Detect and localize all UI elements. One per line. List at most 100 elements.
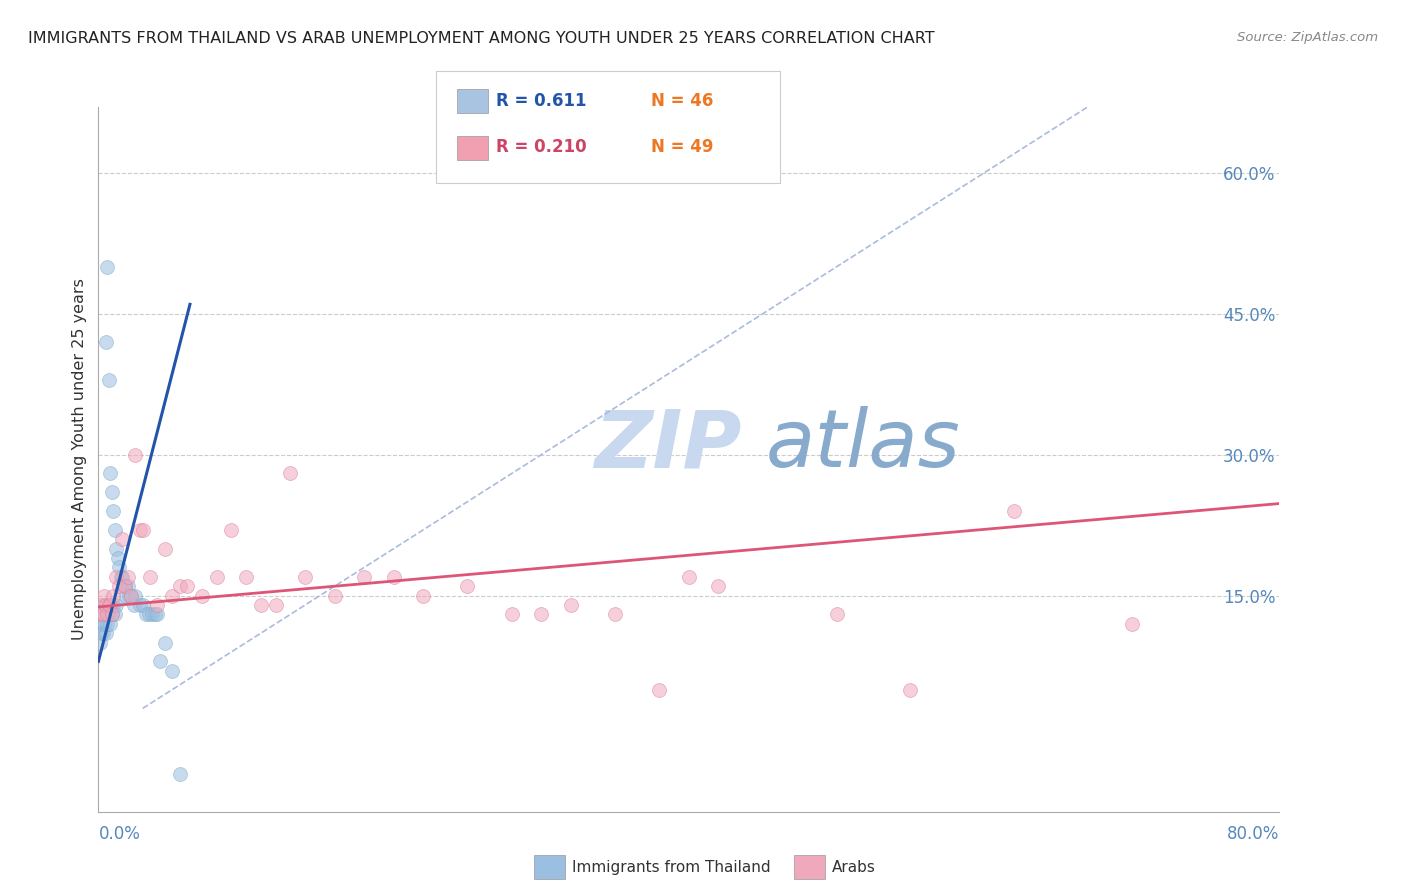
Point — [118, 589, 141, 603]
Point — [115, 589, 138, 603]
Text: Source: ZipAtlas.com: Source: ZipAtlas.com — [1237, 31, 1378, 45]
Point — [98, 616, 121, 631]
Point — [132, 598, 155, 612]
Point — [176, 579, 198, 593]
Point — [501, 607, 523, 622]
Point — [605, 607, 627, 622]
Point — [162, 664, 183, 678]
Point — [124, 448, 146, 462]
Point — [114, 579, 136, 593]
Point — [1002, 504, 1025, 518]
Point — [278, 467, 302, 481]
Point — [132, 523, 155, 537]
Point — [530, 607, 553, 622]
Point — [107, 551, 129, 566]
Point — [1121, 616, 1143, 631]
Point — [105, 541, 128, 556]
Point — [108, 579, 131, 593]
Point — [100, 607, 122, 622]
Point — [89, 607, 111, 622]
Point — [120, 589, 142, 603]
Point — [143, 607, 166, 622]
Point — [105, 598, 128, 612]
Point — [91, 626, 114, 640]
Point — [90, 598, 112, 612]
Point — [97, 598, 120, 612]
Text: atlas: atlas — [766, 406, 960, 484]
Point — [98, 598, 121, 612]
Point — [678, 570, 700, 584]
Point — [900, 682, 922, 697]
Point — [382, 570, 405, 584]
Point — [191, 589, 214, 603]
Point — [117, 579, 139, 593]
Point — [90, 626, 112, 640]
Text: R = 0.210: R = 0.210 — [496, 138, 586, 156]
Point — [153, 541, 176, 556]
Point — [108, 560, 131, 574]
Point — [104, 523, 127, 537]
Point — [169, 579, 191, 593]
Point — [114, 579, 136, 593]
Point — [560, 598, 582, 612]
Point — [96, 616, 118, 631]
Point — [169, 767, 191, 781]
Point — [122, 598, 145, 612]
Point — [323, 589, 346, 603]
Point — [94, 626, 117, 640]
Point — [205, 570, 228, 584]
Point — [648, 682, 671, 697]
Point — [100, 485, 122, 500]
Point — [264, 598, 287, 612]
Point — [90, 616, 112, 631]
Point — [124, 589, 146, 603]
Point — [456, 579, 478, 593]
Point — [110, 570, 132, 584]
Point — [103, 598, 125, 612]
Text: 0.0%: 0.0% — [98, 825, 141, 843]
Point — [100, 607, 122, 622]
Point — [135, 607, 157, 622]
Text: Arabs: Arabs — [832, 860, 876, 874]
Point — [128, 523, 150, 537]
Point — [235, 570, 257, 584]
Point — [707, 579, 730, 593]
Point — [112, 579, 135, 593]
Point — [141, 607, 163, 622]
Point — [825, 607, 848, 622]
Point — [138, 607, 160, 622]
Point — [96, 607, 118, 622]
Point — [111, 570, 134, 584]
Y-axis label: Unemployment Among Youth under 25 years: Unemployment Among Youth under 25 years — [72, 278, 87, 640]
Text: N = 46: N = 46 — [651, 92, 713, 110]
Point — [149, 654, 172, 668]
Text: R = 0.611: R = 0.611 — [496, 92, 586, 110]
Text: IMMIGRANTS FROM THAILAND VS ARAB UNEMPLOYMENT AMONG YOUTH UNDER 25 YEARS CORRELA: IMMIGRANTS FROM THAILAND VS ARAB UNEMPLO… — [28, 31, 935, 46]
Point — [97, 372, 120, 386]
Point — [96, 260, 118, 274]
Point — [139, 570, 162, 584]
Text: N = 49: N = 49 — [651, 138, 713, 156]
Text: ZIP: ZIP — [595, 406, 742, 484]
Point — [91, 607, 114, 622]
Point — [91, 607, 114, 622]
Point — [104, 607, 127, 622]
Point — [120, 589, 142, 603]
Point — [93, 589, 115, 603]
Point — [128, 598, 150, 612]
Point — [146, 598, 169, 612]
Point — [103, 589, 125, 603]
Point — [93, 598, 115, 612]
Point — [89, 635, 111, 649]
Point — [103, 504, 125, 518]
Point — [117, 570, 139, 584]
Text: Immigrants from Thailand: Immigrants from Thailand — [572, 860, 770, 874]
Point — [146, 607, 169, 622]
Point — [93, 616, 115, 631]
Point — [412, 589, 434, 603]
Point — [97, 607, 120, 622]
Point — [294, 570, 316, 584]
Point — [219, 523, 242, 537]
Point — [162, 589, 183, 603]
Point — [353, 570, 375, 584]
